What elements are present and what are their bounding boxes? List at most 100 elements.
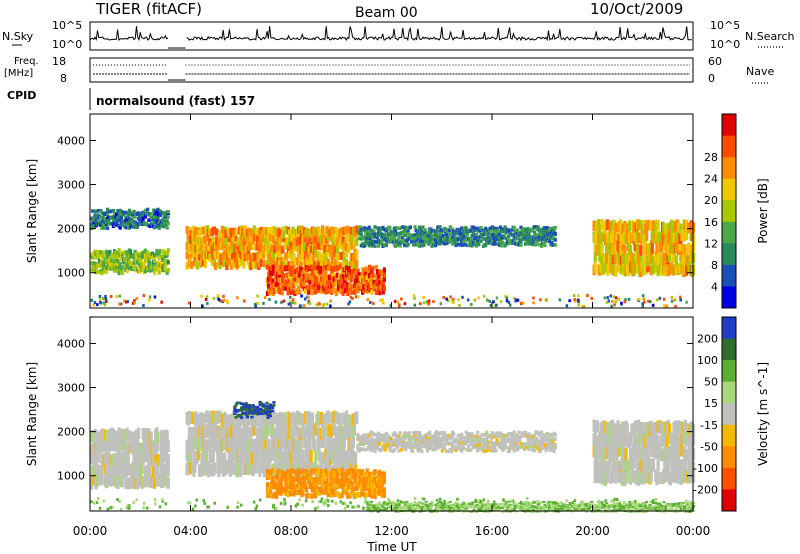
echo-cell: [492, 229, 496, 234]
echo-cell: [100, 440, 104, 452]
echo-cell: [489, 303, 493, 307]
echo-cell: [255, 410, 259, 413]
echo-cell: [666, 223, 670, 234]
freq-panel-frame: [89, 57, 694, 83]
echo-cell: [606, 296, 609, 300]
echo-cell: [334, 490, 338, 497]
freq-right-tick-top: 60: [708, 55, 722, 68]
echo-cell: [271, 406, 275, 410]
echo-cell: [516, 443, 520, 448]
echo-cell: [315, 286, 319, 292]
echo-cell: [382, 487, 386, 493]
echo-cell: [354, 477, 358, 483]
echo-cell: [603, 262, 608, 273]
echo-cell: [363, 243, 367, 248]
echo-cell: [212, 439, 216, 452]
echo-cell: [92, 255, 96, 260]
echo-cell: [260, 244, 264, 253]
echo-cell: [443, 229, 447, 233]
echo-cell: [432, 240, 436, 244]
echo-cell: [346, 290, 350, 297]
echo-cell: [251, 464, 255, 477]
echo-cell: [454, 243, 458, 248]
echo-cell: [488, 235, 492, 240]
echo-cell: [289, 300, 292, 304]
echo-cell: [503, 225, 507, 229]
echo-cell: [358, 225, 362, 229]
echo-cell: [342, 481, 346, 487]
echo-cell: [605, 300, 609, 304]
echo-cell: [256, 234, 260, 243]
echo-cell: [314, 422, 318, 436]
echo-cell: [475, 441, 479, 445]
echo-cell: [316, 241, 320, 250]
echo-cell: [289, 449, 293, 462]
echo-cell: [294, 288, 298, 294]
echo-cell: [646, 219, 650, 231]
echo-cell: [275, 464, 279, 477]
echo-cell: [403, 243, 407, 248]
echo-cell: [277, 265, 281, 271]
echo-cell: [247, 450, 251, 463]
echo-cell: [326, 233, 330, 242]
echo-cell: [342, 284, 346, 290]
echo-cell: [115, 466, 119, 478]
echo-cell: [462, 231, 466, 236]
echo-cell: [494, 435, 498, 439]
echo-cell: [139, 214, 143, 218]
echo-cell: [206, 425, 210, 438]
echo-cell: [204, 298, 208, 301]
echo-cell: [355, 411, 359, 424]
echo-cell: [187, 301, 191, 305]
echo-cell: [524, 430, 528, 434]
echo-cell: [512, 441, 516, 446]
echo-cell: [501, 227, 505, 231]
echo-cell: [242, 423, 246, 436]
echo-cell: [100, 221, 104, 226]
echo-cell: [117, 440, 121, 452]
echo-cell: [301, 474, 305, 481]
echo-cell: [242, 462, 246, 475]
echo-cell: [521, 237, 525, 241]
echo-cell: [364, 492, 368, 498]
echo-cell: [279, 264, 283, 271]
echo-cell: [382, 492, 386, 498]
echo-cell: [403, 440, 407, 445]
echo-cell: [303, 460, 308, 473]
echo-cell: [454, 438, 458, 442]
echo-cell: [411, 233, 415, 238]
echo-cell: [666, 457, 670, 470]
echo-cell: [484, 445, 488, 449]
echo-cell: [586, 294, 589, 297]
echo-cell: [349, 226, 353, 235]
echo-cell: [372, 229, 376, 233]
echo-cell: [462, 233, 466, 238]
echo-cell: [677, 447, 681, 461]
echo-cell: [261, 403, 266, 406]
echo-cell: [627, 255, 632, 267]
echo-cell: [117, 248, 121, 253]
echo-cell: [520, 231, 524, 236]
echo-cell: [294, 280, 298, 287]
echo-cell: [296, 285, 300, 292]
echo-cell: [365, 475, 369, 481]
echo-cell: [153, 295, 157, 299]
echo-cell: [513, 445, 517, 449]
echo-cell: [281, 273, 286, 279]
echo-cell: [607, 261, 611, 273]
echo-cell: [514, 298, 517, 302]
echo-cell: [341, 273, 345, 279]
echo-cell: [158, 209, 162, 213]
y-tick-label: 3000: [57, 179, 85, 192]
echo-cell: [96, 451, 101, 463]
echo-cell: [537, 439, 541, 444]
echo-cell: [351, 486, 356, 492]
echo-cell: [198, 229, 202, 238]
echo-cell: [662, 297, 666, 301]
echo-cell: [268, 290, 272, 296]
echo-cell: [558, 298, 562, 302]
echo-cell: [339, 227, 343, 236]
echo-cell: [441, 434, 446, 439]
echo-cell: [493, 445, 497, 450]
echo-cell: [208, 228, 212, 237]
